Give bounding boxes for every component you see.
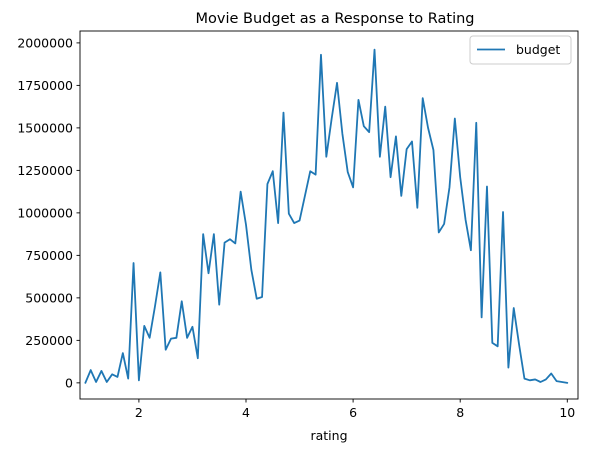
y-tick-label: 1000000 (17, 205, 73, 220)
y-tick-label: 750000 (25, 248, 73, 263)
y-tick-label: 250000 (25, 333, 73, 348)
plot-area (80, 31, 578, 399)
x-tick-label: 6 (349, 405, 357, 420)
x-tick-label: 10 (559, 405, 575, 420)
y-tick-label: 1250000 (17, 163, 73, 178)
x-tick-label: 2 (135, 405, 143, 420)
x-tick-label: 4 (242, 405, 250, 420)
x-axis-label: rating (310, 428, 347, 443)
axis-ticks: 0 250000 500000 750000 1000000 1250000 1500000… (17, 35, 575, 420)
y-tick-label: 500000 (25, 290, 73, 305)
x-tick-label: 8 (456, 405, 464, 420)
y-tick-label: 1750000 (17, 78, 73, 93)
legend: budget (469, 35, 572, 65)
y-tick-label: 2000000 (17, 35, 73, 50)
chart-title: Movie Budget as a Response to Rating (196, 11, 475, 27)
y-tick-label: 0 (65, 375, 73, 390)
series-line-budget (84, 48, 569, 384)
legend-box (469, 35, 572, 65)
plot-frame (79, 30, 579, 400)
legend-label-budget: budget (516, 42, 560, 57)
y-tick-label: 1500000 (17, 120, 73, 135)
